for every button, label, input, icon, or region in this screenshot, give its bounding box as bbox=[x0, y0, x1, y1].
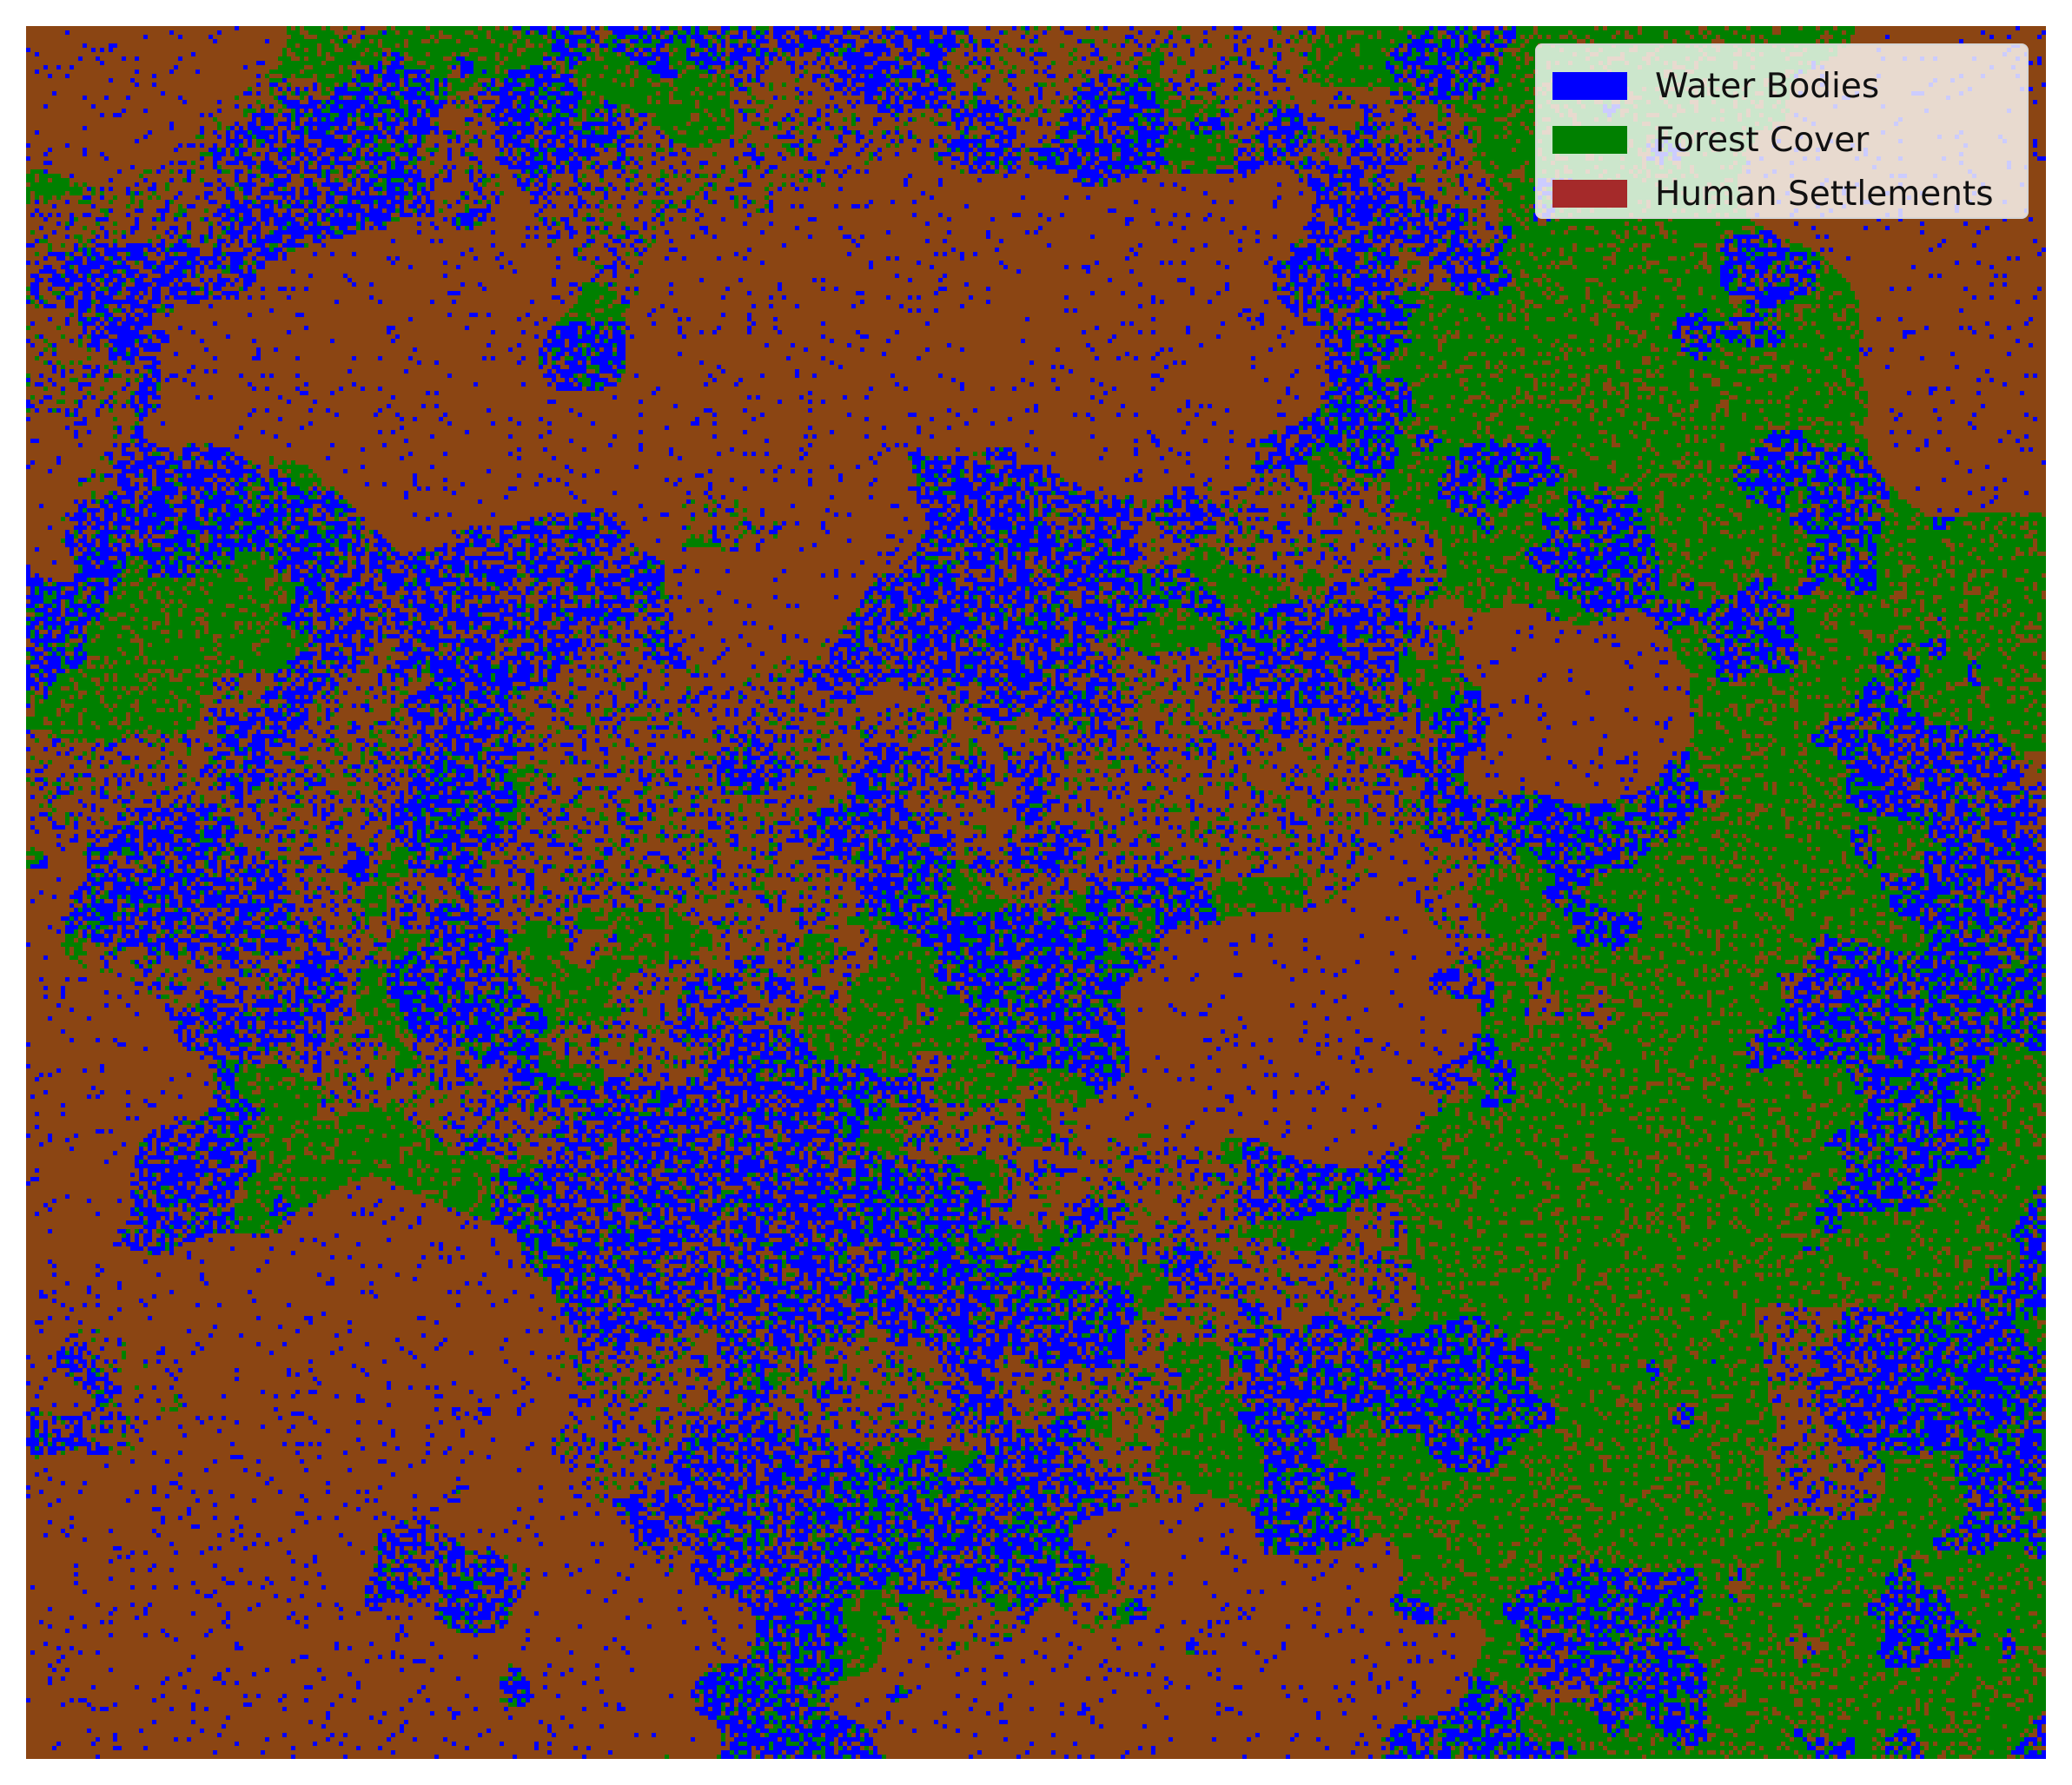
legend-label-forest-cover: Forest Cover bbox=[1655, 120, 1870, 160]
legend-label-human-settlements: Human Settlements bbox=[1655, 174, 1994, 214]
land-cover-map: Water Bodies Forest Cover Human Settleme… bbox=[26, 26, 2046, 1759]
water-bodies-swatch-icon bbox=[1552, 72, 1627, 100]
legend-item-forest-cover: Forest Cover bbox=[1552, 113, 2011, 167]
human-settlements-swatch-icon bbox=[1552, 180, 1627, 208]
map-legend: Water Bodies Forest Cover Human Settleme… bbox=[1535, 43, 2029, 219]
legend-item-water-bodies: Water Bodies bbox=[1552, 59, 2011, 113]
legend-label-water-bodies: Water Bodies bbox=[1655, 66, 1880, 106]
forest-cover-swatch-icon bbox=[1552, 126, 1627, 154]
legend-item-human-settlements: Human Settlements bbox=[1552, 167, 2011, 221]
classification-raster bbox=[26, 26, 2046, 1759]
